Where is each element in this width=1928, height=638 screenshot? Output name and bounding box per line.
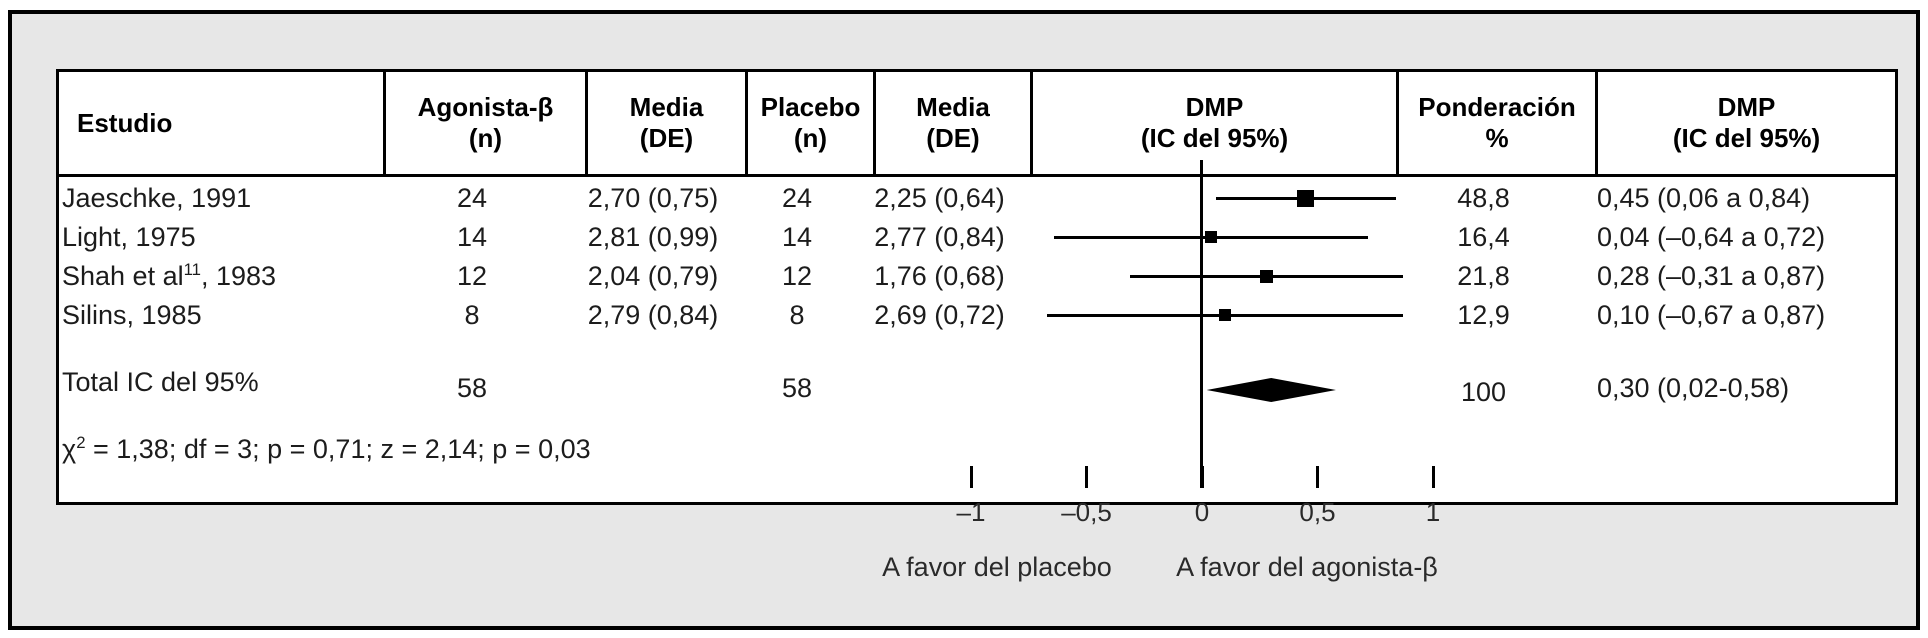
- figure-frame: Estudio Agonista-β (n) Media (DE) Placeb…: [8, 10, 1920, 630]
- col-header-media-placebo: Media (DE): [873, 72, 1030, 174]
- favors-placebo-label: A favor del placebo: [882, 552, 1112, 582]
- header-line: Agonista-β: [417, 92, 554, 123]
- col-header-placebo-n: Placebo (n): [745, 72, 873, 174]
- header-line: (n): [468, 123, 503, 153]
- header-line: Estudio: [77, 107, 173, 138]
- header-line: (DE): [639, 123, 694, 153]
- col-header-dmp-text: DMP (IC del 95%): [1595, 72, 1895, 174]
- header-divider: [59, 174, 1895, 177]
- col-header-agonista-n: Agonista-β (n): [383, 72, 585, 174]
- header-line: DMP: [1717, 92, 1776, 123]
- header-line: %: [1485, 123, 1509, 153]
- header-line: Media: [916, 92, 990, 123]
- results-table: Estudio Agonista-β (n) Media (DE) Placeb…: [56, 69, 1898, 505]
- col-header-dmp-plot: DMP (IC del 95%): [1030, 72, 1396, 174]
- header-line: (IC del 95%): [1140, 123, 1289, 153]
- header-line: (DE): [926, 123, 980, 153]
- col-header-estudio: Estudio: [59, 72, 383, 174]
- col-header-ponderacion: Ponderación %: [1396, 72, 1595, 174]
- header-line: Ponderación: [1418, 92, 1576, 123]
- header-line: Media: [629, 92, 704, 123]
- col-header-media-agonista: Media (DE): [585, 72, 745, 174]
- header-line: DMP: [1185, 92, 1244, 123]
- header-line: (n): [793, 123, 828, 153]
- header-line: (IC del 95%): [1672, 123, 1821, 153]
- header-line: Placebo: [760, 92, 861, 123]
- favors-agonist-label: A favor del agonista-β: [1176, 552, 1438, 582]
